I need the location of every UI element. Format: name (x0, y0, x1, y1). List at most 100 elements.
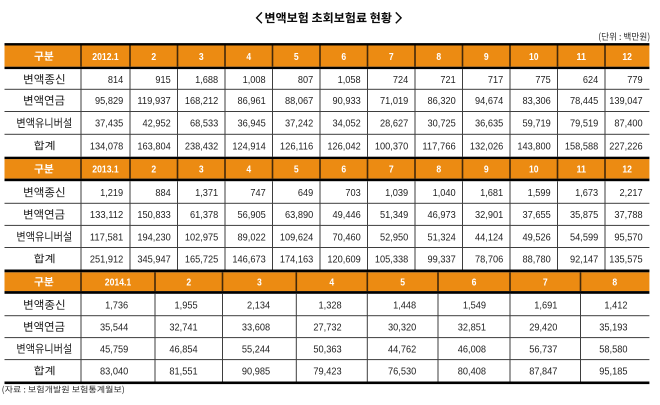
svg-text:5: 5 (294, 52, 299, 63)
svg-text:78,445: 78,445 (570, 96, 598, 107)
svg-text:2: 2 (151, 165, 156, 176)
svg-text:814: 814 (108, 75, 123, 86)
svg-text:139,047: 139,047 (609, 96, 642, 107)
svg-text:124,914: 124,914 (232, 141, 265, 152)
svg-text:1,058: 1,058 (338, 75, 361, 86)
svg-text:70,460: 70,460 (333, 232, 361, 243)
svg-text:37,788: 37,788 (614, 210, 642, 221)
svg-text:2012.1: 2012.1 (92, 52, 119, 63)
svg-text:46,854: 46,854 (169, 344, 197, 355)
svg-text:34,052: 34,052 (333, 119, 361, 130)
svg-text:30,320: 30,320 (388, 322, 416, 333)
svg-text:59,719: 59,719 (523, 119, 551, 130)
svg-text:33,608: 33,608 (242, 322, 270, 333)
svg-text:83,306: 83,306 (523, 96, 551, 107)
svg-text:27,732: 27,732 (313, 322, 341, 333)
svg-text:99,337: 99,337 (428, 254, 456, 265)
svg-text:61,378: 61,378 (190, 210, 218, 221)
svg-text:5: 5 (294, 165, 299, 176)
svg-text:8: 8 (436, 165, 441, 176)
svg-text:56,737: 56,737 (529, 344, 557, 355)
svg-text:32,851: 32,851 (458, 322, 486, 333)
svg-text:1,219: 1,219 (100, 188, 123, 199)
svg-text:1,448: 1,448 (393, 301, 416, 312)
svg-text:1,681: 1,681 (480, 188, 503, 199)
svg-text:35,875: 35,875 (570, 210, 598, 221)
svg-text:1,599: 1,599 (528, 188, 551, 199)
svg-text:87,400: 87,400 (614, 119, 642, 130)
svg-text:1,673: 1,673 (575, 188, 598, 199)
svg-text:775: 775 (535, 75, 550, 86)
svg-text:83,040: 83,040 (100, 366, 128, 377)
svg-text:9: 9 (484, 165, 489, 176)
svg-text:4: 4 (246, 165, 251, 176)
svg-text:56,905: 56,905 (238, 210, 266, 221)
svg-text:1,328: 1,328 (319, 301, 342, 312)
svg-text:81,551: 81,551 (169, 366, 197, 377)
svg-text:747: 747 (250, 188, 265, 199)
svg-text:6: 6 (472, 277, 477, 288)
svg-text:5: 5 (400, 277, 405, 288)
svg-text:90,985: 90,985 (242, 366, 270, 377)
svg-text:3: 3 (199, 165, 204, 176)
svg-text:119,937: 119,937 (137, 96, 170, 107)
svg-text:120,609: 120,609 (327, 254, 360, 265)
svg-text:2014.1: 2014.1 (105, 277, 132, 288)
svg-text:95,829: 95,829 (95, 96, 123, 107)
svg-text:238,432: 238,432 (185, 141, 218, 152)
svg-text:52,950: 52,950 (380, 232, 408, 243)
svg-text:86,961: 86,961 (238, 96, 266, 107)
svg-text:79,423: 79,423 (313, 366, 341, 377)
svg-text:29,420: 29,420 (529, 322, 557, 333)
svg-text:37,242: 37,242 (285, 119, 313, 130)
svg-text:80,408: 80,408 (458, 366, 486, 377)
svg-text:88,067: 88,067 (285, 96, 313, 107)
svg-text:7: 7 (389, 165, 394, 176)
svg-text:92,147: 92,147 (570, 254, 598, 265)
svg-text:12: 12 (622, 52, 632, 63)
svg-text:42,952: 42,952 (143, 119, 171, 130)
svg-text:86,320: 86,320 (428, 96, 456, 107)
svg-text:251,912: 251,912 (90, 254, 123, 265)
svg-text:133,112: 133,112 (90, 210, 123, 221)
svg-text:45,759: 45,759 (100, 344, 128, 355)
svg-text:6: 6 (341, 52, 346, 63)
svg-text:88,780: 88,780 (523, 254, 551, 265)
svg-text:79,519: 79,519 (570, 119, 598, 130)
svg-text:76,530: 76,530 (388, 366, 416, 377)
svg-text:168,212: 168,212 (185, 96, 218, 107)
svg-text:2,217: 2,217 (620, 188, 643, 199)
svg-text:721: 721 (440, 75, 455, 86)
svg-text:174,163: 174,163 (280, 254, 313, 265)
svg-text:54,599: 54,599 (570, 232, 598, 243)
svg-text:649: 649 (298, 188, 313, 199)
svg-text:9: 9 (484, 52, 489, 63)
svg-text:143,800: 143,800 (517, 141, 550, 152)
svg-text:158,588: 158,588 (565, 141, 598, 152)
svg-text:4: 4 (246, 52, 251, 63)
svg-text:2,134: 2,134 (247, 301, 270, 312)
svg-text:150,833: 150,833 (137, 210, 170, 221)
svg-text:36,945: 36,945 (238, 119, 266, 130)
svg-text:1,039: 1,039 (385, 188, 408, 199)
svg-text:89,022: 89,022 (238, 232, 266, 243)
svg-text:44,762: 44,762 (388, 344, 416, 355)
svg-text:95,185: 95,185 (599, 366, 627, 377)
svg-text:100,370: 100,370 (375, 141, 408, 152)
svg-text:95,570: 95,570 (614, 232, 642, 243)
svg-text:1,736: 1,736 (105, 301, 128, 312)
svg-text:1,040: 1,040 (433, 188, 456, 199)
svg-text:12: 12 (622, 165, 632, 176)
svg-text:109,624: 109,624 (280, 232, 313, 243)
svg-text:32,901: 32,901 (475, 210, 503, 221)
svg-text:10: 10 (529, 165, 539, 176)
svg-text:227,226: 227,226 (609, 141, 642, 152)
svg-text:102,975: 102,975 (185, 232, 218, 243)
svg-text:78,706: 78,706 (475, 254, 503, 265)
svg-text:32,741: 32,741 (169, 322, 197, 333)
svg-text:11: 11 (576, 52, 586, 63)
svg-text:68,533: 68,533 (190, 119, 218, 130)
svg-text:36,635: 36,635 (475, 119, 503, 130)
svg-text:884: 884 (155, 188, 170, 199)
svg-text:146,673: 146,673 (232, 254, 265, 265)
